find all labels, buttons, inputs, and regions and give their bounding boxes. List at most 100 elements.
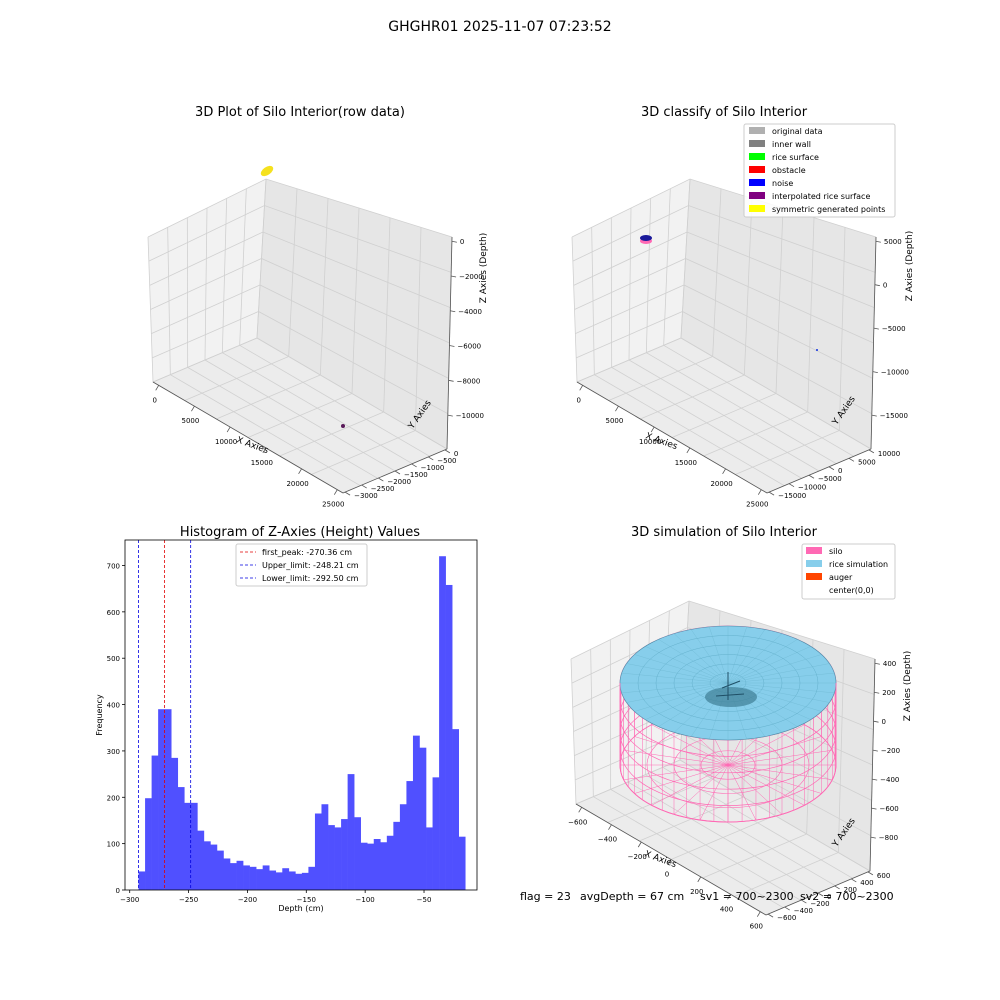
y-tick-label: −2000 [387, 478, 411, 486]
z-tick-label: −2000 [459, 273, 483, 281]
y-tick-label: 100 [107, 841, 120, 849]
back-pane [257, 179, 452, 449]
y-tick-label: −2500 [371, 485, 395, 493]
histogram-bar [243, 865, 250, 890]
z-tick [451, 240, 457, 243]
footer-sv2: sv2 = 700~2300 [800, 890, 894, 903]
panel-raw-data: 3D Plot of Silo Interior(row data) 0 5000… [147, 105, 489, 509]
histogram-bar [190, 802, 198, 890]
z-tick [451, 275, 457, 278]
silo-floor-spoke [673, 764, 729, 815]
histogram-bar [354, 817, 361, 890]
x-tick-label: 20000 [710, 480, 732, 488]
z-tick [874, 691, 880, 694]
x-tick [697, 876, 702, 883]
rice-surface-mesh [727, 633, 783, 684]
z-tick-label: −200 [881, 747, 900, 755]
histogram-bar [282, 868, 290, 890]
histogram-bar [262, 865, 270, 890]
y-tick-label: 10000 [878, 450, 900, 458]
rice-surface-mesh [658, 639, 729, 684]
silo-floor-spoke [727, 764, 805, 806]
histogram-bar [171, 757, 179, 890]
y-tick-label: 400 [107, 702, 120, 710]
rice-surface-mesh [645, 682, 729, 720]
legend-label: interpolated rice surface [772, 192, 870, 201]
x-tick-label: 600 [750, 923, 763, 931]
x-tick [226, 426, 231, 433]
z-tick-label: 200 [882, 689, 895, 697]
silo-floor-spoke [651, 724, 729, 766]
histogram-bar [216, 850, 224, 890]
histogram-bar [288, 871, 296, 890]
y-tick [808, 474, 815, 479]
rice-surface-mesh [673, 633, 729, 684]
y-tick [868, 449, 875, 454]
histogram-bar [275, 872, 283, 890]
y-tick-label: 500 [107, 655, 120, 663]
grid-y [239, 188, 430, 457]
y-tick-label: 0 [838, 467, 842, 475]
y-tick [848, 457, 855, 462]
rice-surface-mesh [727, 682, 835, 694]
z-tick-label: 400 [883, 660, 896, 668]
z-tick-label: −800 [879, 834, 898, 842]
histogram-bar [432, 777, 440, 890]
x-tick [727, 894, 731, 900]
y-tick-label: 0 [116, 887, 120, 895]
x-tick [578, 807, 583, 813]
histogram-bar [230, 863, 237, 890]
legend-swatch [806, 560, 822, 567]
z-tick [873, 327, 879, 330]
histogram-bar [452, 729, 459, 890]
rice-surface-mesh [727, 682, 830, 703]
x-axis-line [152, 381, 344, 494]
grid-z [570, 600, 876, 660]
rice-surface-mesh [621, 672, 729, 684]
legend-swatch [749, 192, 765, 199]
x-tick-label: 15000 [251, 459, 273, 467]
z-tick-label: −4000 [458, 308, 482, 316]
histogram-bar [426, 827, 433, 890]
y-tick [344, 491, 351, 496]
x-tick [608, 824, 612, 830]
z-tick-label: −10000 [881, 369, 909, 377]
silo-floor-spoke [623, 749, 729, 766]
y-tick-label: −15000 [778, 492, 806, 500]
z-tick [874, 662, 880, 665]
z-tick-label: −10000 [456, 412, 484, 420]
legend-swatch [806, 547, 822, 554]
y-tick [784, 906, 790, 911]
silo-floor-spoke [727, 764, 757, 821]
y-tick [378, 477, 384, 482]
histogram-bar [412, 735, 420, 890]
suptitle: GHGHR01 2025-11-07 07:23:52 [388, 19, 611, 35]
x-tick [333, 489, 338, 495]
x-tick-label: −600 [568, 818, 587, 826]
silo-wireframe [619, 625, 837, 823]
histogram-bar [301, 872, 309, 890]
histogram-bar [151, 755, 159, 890]
legend-label: auger [829, 573, 853, 582]
y-tick [834, 885, 840, 890]
y-tick [411, 463, 417, 468]
auger-trace [715, 672, 745, 700]
histogram-bar [184, 802, 192, 890]
y-tick-label: −1500 [404, 471, 428, 479]
histogram-bar [295, 873, 303, 890]
x-tick [667, 859, 672, 865]
y-tick-label: 200 [107, 794, 120, 802]
legend-label: center(0,0) [829, 586, 874, 595]
classify-cluster-upper [640, 235, 652, 241]
surface-depression [705, 687, 757, 707]
histogram-bar [314, 813, 322, 890]
histogram-bar [269, 870, 277, 890]
histogram-bar [380, 842, 388, 890]
classify-3d-axes: 05000100001500020000250001000050000−5000… [571, 178, 909, 509]
histogram-bar [386, 835, 394, 890]
x-tick [298, 468, 302, 475]
histogram-legend [235, 543, 368, 587]
left-pane [572, 179, 690, 382]
silo-floor-spoke [699, 764, 729, 821]
classify-legend: original data inner wall rice surface obsta… [743, 123, 896, 218]
